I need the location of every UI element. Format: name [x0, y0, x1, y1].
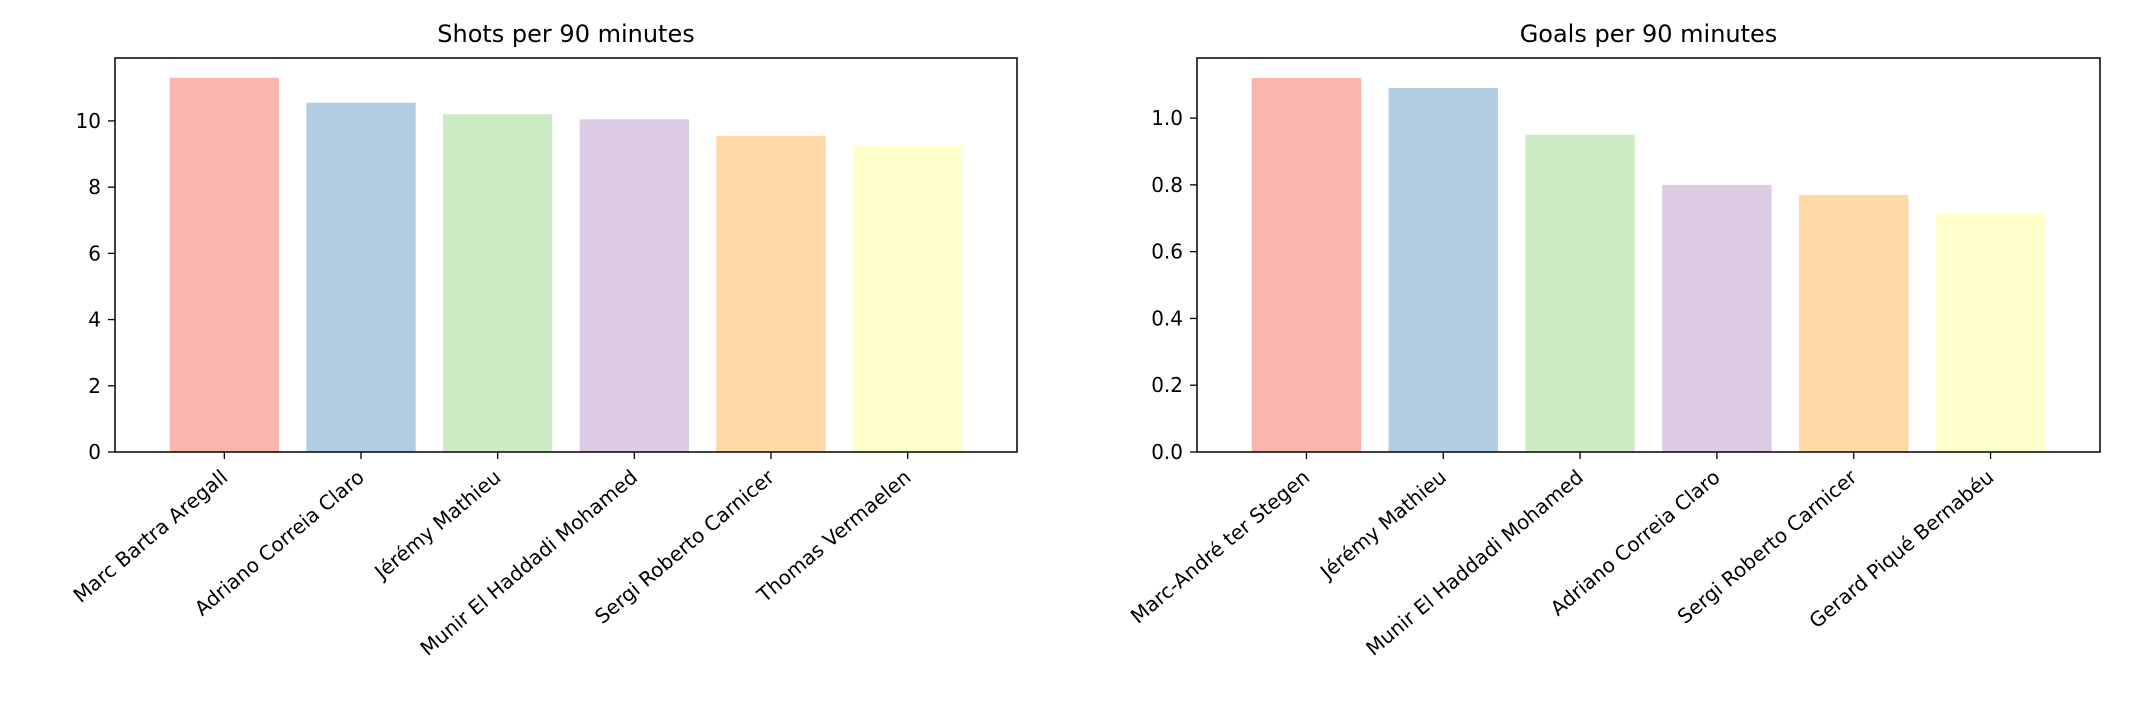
chart-title: Goals per 90 minutes: [1520, 20, 1778, 48]
x-tick-label: Munir El Haddadi Mohamed: [1361, 465, 1588, 661]
goals-per-90-chart: 0.0 0.2 0.4 0.6 0.8 1.0 Marc-André ter Stegen J…: [1126, 20, 2101, 661]
y-tick-label: 0.0: [1151, 440, 1183, 464]
bar-2: [1388, 88, 1498, 453]
y-tick-label: 1.0: [1151, 106, 1183, 130]
y-tick-label: 10: [76, 109, 101, 133]
bar-1: [169, 77, 279, 453]
bar-5: [1799, 194, 1909, 452]
y-tick-label: 0.2: [1151, 373, 1183, 397]
y-tick-label: 4: [88, 308, 101, 332]
bar-6: [853, 145, 963, 452]
y-tick-label: 0: [88, 440, 101, 464]
x-tick-label: Jérémy Mathieu: [368, 465, 505, 585]
x-tick-label: Jérémy Mathieu: [1314, 465, 1451, 585]
axes-frame: [1196, 57, 2101, 453]
y-tick-label: 6: [88, 241, 101, 265]
bar-1: [1251, 78, 1362, 452]
bar-4: [1662, 184, 1772, 453]
x-tick-label: Marc-André ter Stegen: [1126, 465, 1314, 629]
y-tick-label: 0.8: [1151, 173, 1183, 197]
x-tick-label: Thomas Vermaelen: [752, 465, 916, 608]
bar-2: [306, 102, 416, 452]
x-tick-label: Munir El Haddadi Mohamed: [415, 465, 642, 661]
bar-4: [579, 119, 689, 452]
y-tick-label: 2: [88, 374, 101, 398]
bar-5: [716, 135, 826, 453]
y-tick-label: 8: [88, 175, 101, 199]
axes-frame: [114, 57, 1018, 453]
bar-3: [1525, 134, 1635, 452]
chart-title: Shots per 90 minutes: [437, 20, 694, 48]
bar-3: [443, 114, 553, 453]
bar-6: [1935, 213, 2046, 452]
y-tick-label: 0.4: [1151, 306, 1183, 330]
y-tick-label: 0.6: [1151, 240, 1183, 264]
